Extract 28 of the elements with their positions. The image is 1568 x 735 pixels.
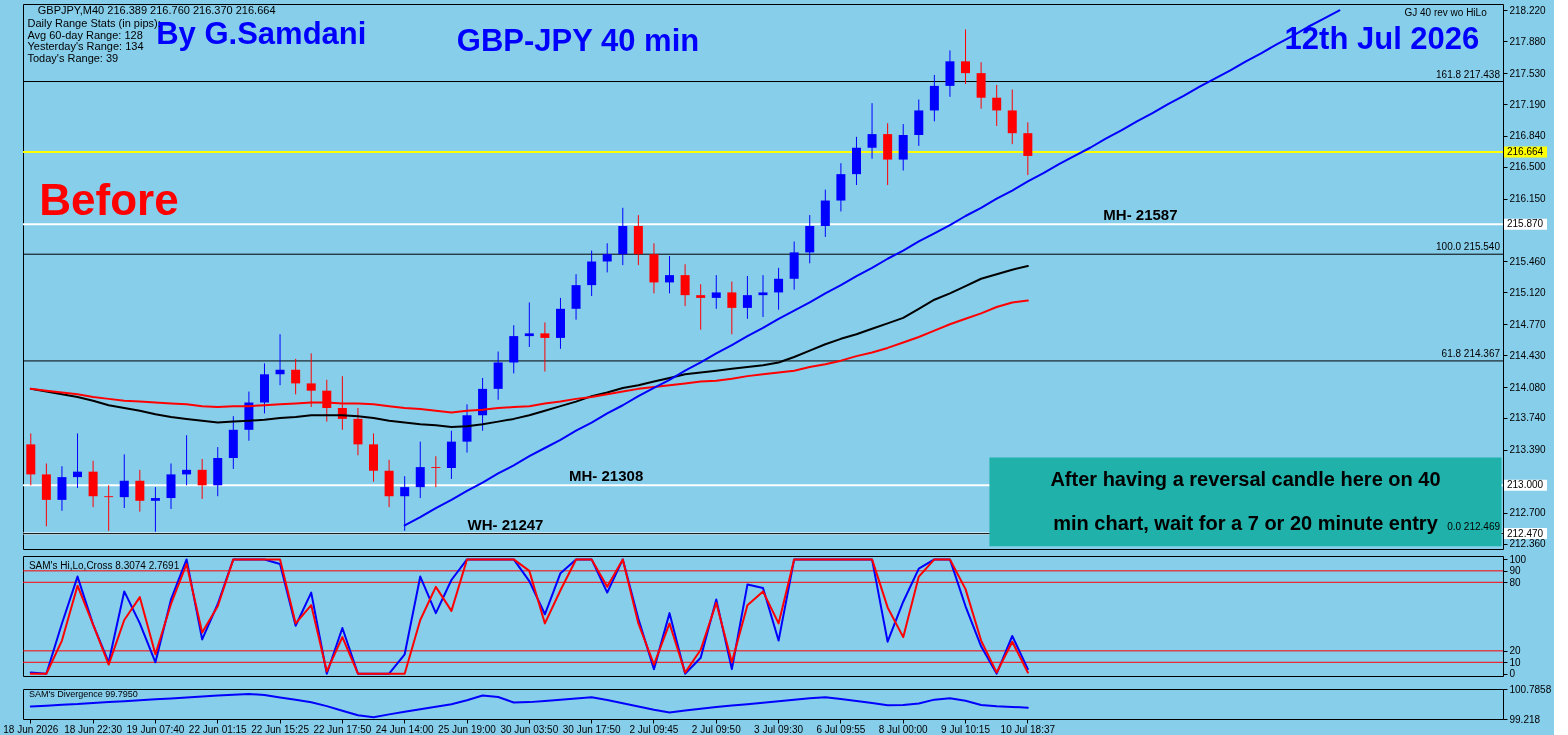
x-tick-label: 25 Jun 19:00 xyxy=(438,723,497,735)
x-tick-label: 22 Jun 01:15 xyxy=(188,723,248,735)
y-tick-label: 100 xyxy=(1509,553,1527,565)
annotation: SAM's Hi,Lo,Cross 8.3074 2.7691 xyxy=(28,560,180,572)
y-tick-label: 90 xyxy=(1509,565,1522,577)
x-tick-label: 3 Jul 09:30 xyxy=(754,723,804,735)
x-tick-label: 8 Jul 00:00 xyxy=(878,723,929,735)
x-tick-label: 18 Jun 22:30 xyxy=(64,723,123,735)
y-tick-label: 0 xyxy=(1509,668,1516,680)
x-tick-label: 2 Jul 09:45 xyxy=(629,723,679,735)
y-tick-label: 20 xyxy=(1509,645,1522,657)
y-tick-label: 99.218 xyxy=(1509,713,1541,725)
x-tick-label: 2 Jul 09:50 xyxy=(691,723,742,735)
x-tick-label: 9 Jul 10:15 xyxy=(941,723,991,735)
y-tick-label: 100.7858 xyxy=(1509,683,1552,695)
x-tick-label: 24 Jun 14:00 xyxy=(375,723,435,735)
x-tick-label: 18 Jun 2026 xyxy=(3,723,59,735)
y-tick-label: 10 xyxy=(1509,656,1522,668)
annotation: SAM's Divergence 99.7950 xyxy=(28,689,138,700)
x-tick-label: 30 Jun 17:50 xyxy=(562,723,621,735)
y-tick-label: 80 xyxy=(1509,576,1522,588)
x-tick-label: 22 Jun 15:25 xyxy=(251,723,310,735)
x-tick-label: 30 Jun 03:50 xyxy=(500,723,559,735)
x-tick-label: 6 Jul 09:55 xyxy=(816,723,866,735)
line-series xyxy=(29,692,1029,719)
x-tick-label: 10 Jul 18:37 xyxy=(1000,723,1056,735)
x-tick-label: 19 Jun 07:40 xyxy=(126,723,185,735)
x-tick-label: 22 Jun 17:50 xyxy=(313,723,372,735)
